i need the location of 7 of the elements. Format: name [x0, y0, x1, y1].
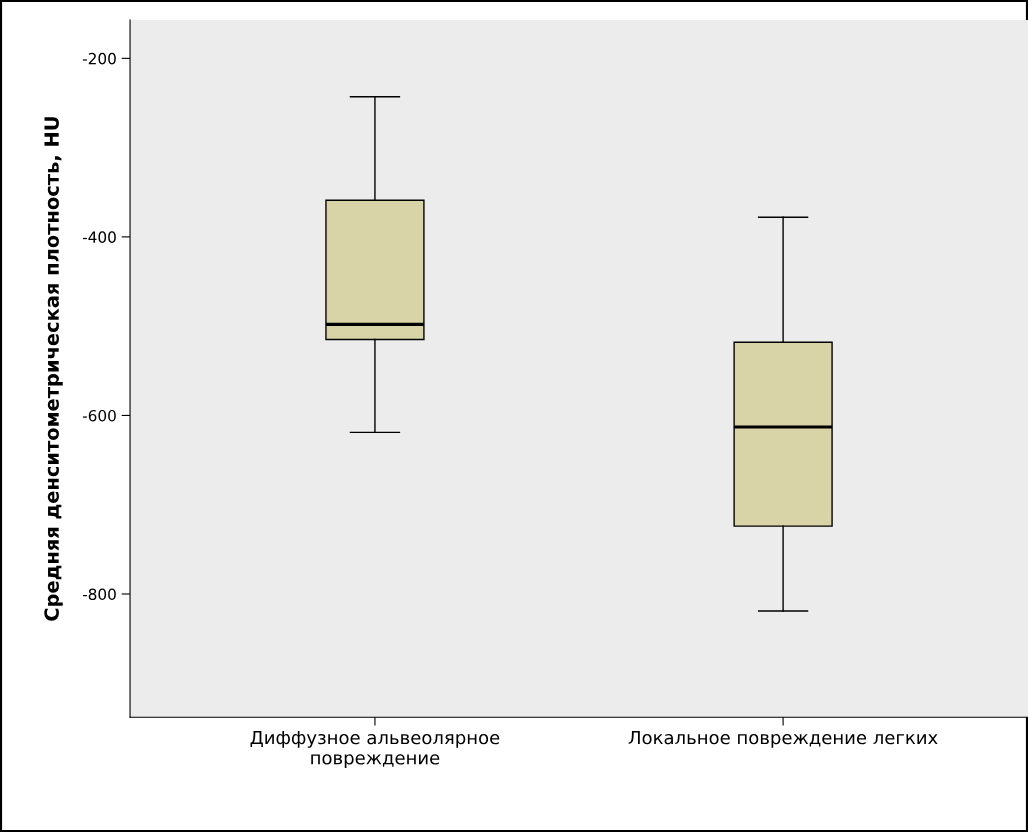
y-axis-title: Средняя денситометрическая плотность, HU [44, 117, 63, 621]
y-tick-label: -800 [82, 588, 116, 601]
x-tick-label: Диффузное альвеолярное повреждение [250, 730, 500, 769]
y-tick-label: -600 [82, 409, 116, 422]
y-tick-label: -200 [82, 52, 116, 65]
y-tick-label: -400 [82, 231, 116, 243]
x-tick-label: Локальное повреждение легких [628, 730, 938, 748]
